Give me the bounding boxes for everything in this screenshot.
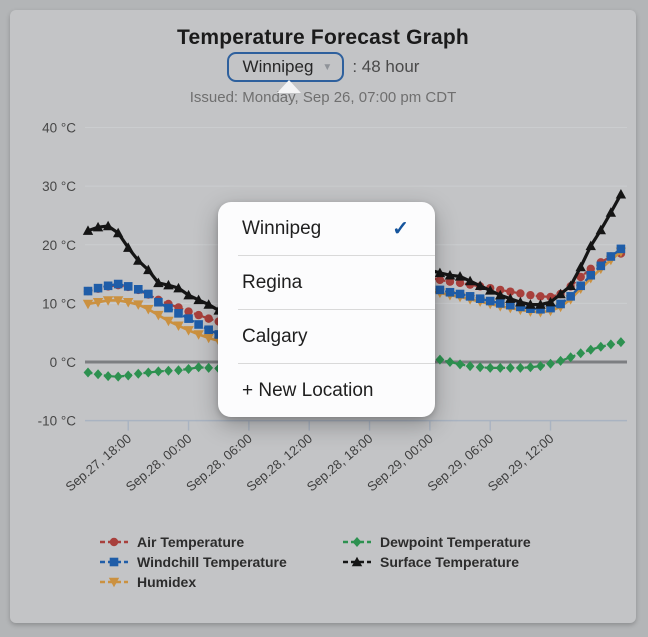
menu-item-label: Calgary bbox=[242, 325, 308, 347]
legend-item-surface-temperature: Surface Temperature bbox=[341, 552, 531, 571]
chart-legend-column-2: Dewpoint Temperature Surface Temperature bbox=[341, 532, 531, 571]
duration-text: : 48 hour bbox=[352, 57, 420, 76]
page-title: Temperature Forecast Graph bbox=[177, 26, 469, 49]
checkmark-icon: ✓ bbox=[392, 217, 409, 240]
legend-label: Surface Temperature bbox=[380, 553, 520, 570]
humidex-marker-icon bbox=[100, 577, 128, 587]
svg-text:40 °C: 40 °C bbox=[42, 121, 76, 136]
chevron-down-icon: ▼ bbox=[322, 62, 333, 73]
menu-divider bbox=[238, 363, 435, 364]
svg-text:10 °C: 10 °C bbox=[42, 296, 76, 311]
air-temperature-marker-icon bbox=[100, 537, 128, 546]
legend-item-dewpoint-temperature: Dewpoint Temperature bbox=[341, 532, 531, 551]
menu-item-calgary[interactable]: Calgary bbox=[218, 310, 435, 363]
menu-item-regina[interactable]: Regina bbox=[218, 256, 435, 309]
menu-item-winnipeg[interactable]: Winnipeg ✓ bbox=[218, 202, 435, 255]
popup-pointer bbox=[277, 80, 301, 93]
location-menu: Winnipeg ✓ Regina Calgary + New Location bbox=[218, 202, 435, 417]
menu-item-new-location[interactable]: + New Location bbox=[218, 364, 435, 417]
legend-item-air-temperature: Air Temperature bbox=[98, 532, 287, 551]
legend-label: Dewpoint Temperature bbox=[380, 533, 531, 550]
chart-legend-column-1: Air Temperature Windchill Temperature Hu… bbox=[98, 532, 287, 591]
dewpoint-temperature-marker-icon bbox=[343, 536, 371, 547]
windchill-temperature-marker-icon bbox=[100, 557, 128, 566]
location-dropdown[interactable]: Winnipeg ▼ bbox=[226, 52, 345, 82]
surface-temperature-marker-icon bbox=[343, 556, 371, 566]
legend-item-humidex: Humidex bbox=[98, 572, 287, 591]
menu-divider bbox=[238, 255, 435, 256]
svg-text:0 °C: 0 °C bbox=[50, 355, 77, 370]
forecast-panel: 40 °C 30 °C 20 °C 10 °C 0 °C -10 °C Sep.27, 18… bbox=[10, 10, 636, 623]
svg-text:-10 °C: -10 °C bbox=[38, 414, 77, 429]
svg-text:20 °C: 20 °C bbox=[42, 238, 76, 253]
menu-item-label: + New Location bbox=[242, 379, 374, 401]
issued-text: Issued: Monday, Sep 26, 07:00 pm CDT bbox=[189, 89, 457, 106]
svg-text:Sep.29, 12:00: Sep.29, 12:00 bbox=[485, 431, 557, 495]
location-dropdown-value: Winnipeg bbox=[242, 57, 314, 76]
menu-item-label: Winnipeg bbox=[242, 217, 322, 239]
legend-label: Windchill Temperature bbox=[137, 553, 287, 570]
legend-item-windchill-temperature: Windchill Temperature bbox=[98, 552, 287, 571]
legend-label: Humidex bbox=[137, 573, 197, 590]
menu-item-label: Regina bbox=[242, 271, 303, 293]
selector-row: Winnipeg ▼ : 48 hour bbox=[10, 52, 636, 82]
menu-divider bbox=[238, 309, 435, 310]
legend-label: Air Temperature bbox=[137, 533, 245, 550]
svg-text:30 °C: 30 °C bbox=[42, 179, 76, 194]
